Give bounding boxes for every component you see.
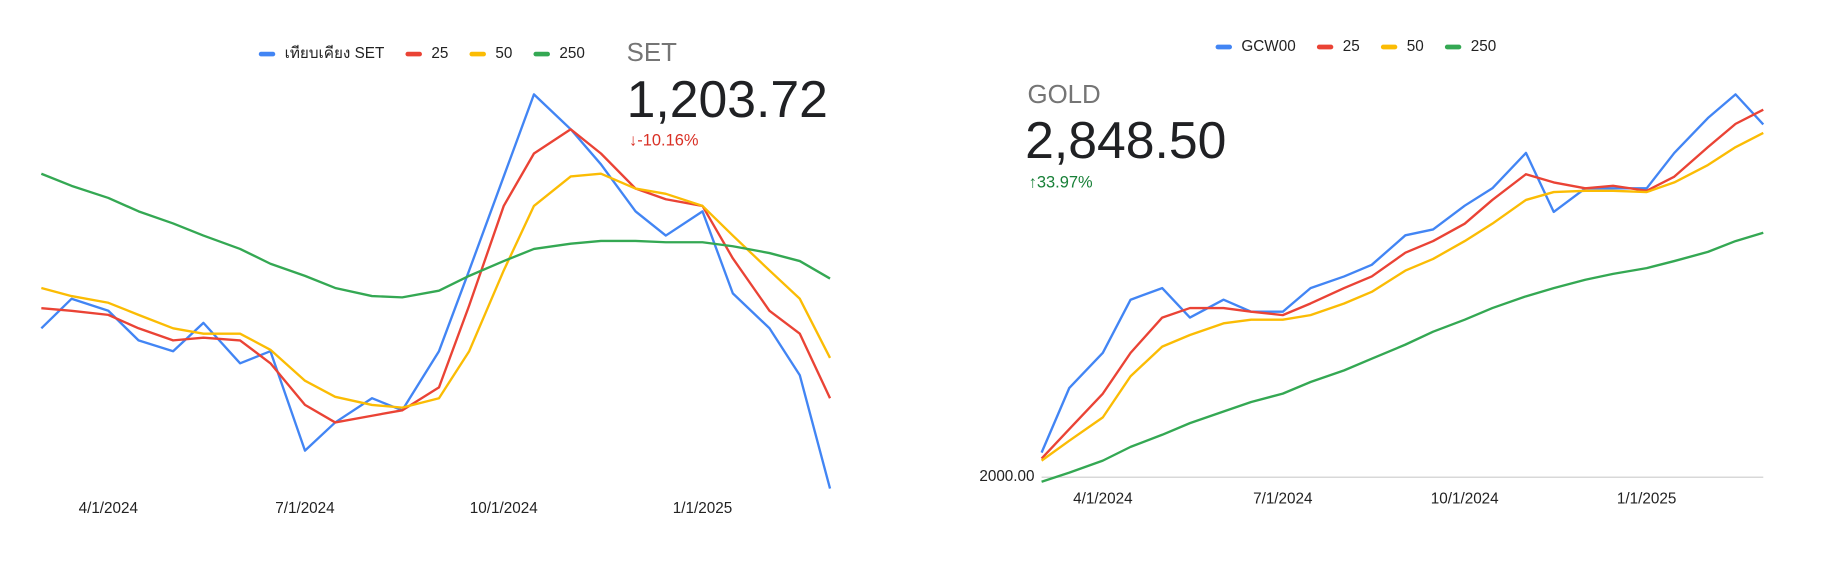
change-label: ↑33.97%	[1029, 174, 1093, 192]
x-tick-label: 4/1/2024	[1073, 491, 1133, 508]
legend-label: 250	[559, 45, 584, 62]
x-tick-label: 1/1/2025	[1617, 491, 1676, 508]
x-tick-label: 10/1/2024	[470, 500, 538, 517]
legend-label: 50	[1407, 38, 1424, 55]
legend-swatch	[258, 51, 276, 57]
legend-label: 250	[1471, 38, 1496, 55]
legend-label: 25	[1343, 38, 1360, 55]
headline-value: 1,203.72	[627, 70, 828, 128]
legend-swatch	[1444, 44, 1462, 50]
series-line	[40, 93, 832, 489]
x-tick-label: 1/1/2025	[673, 500, 732, 517]
series-line	[1040, 93, 1765, 454]
legend-label: เทียบเคียง SET	[285, 45, 385, 62]
x-tick-label: 7/1/2024	[275, 500, 335, 517]
series-line	[1040, 131, 1764, 462]
change-label: ↓-10.16%	[629, 131, 699, 149]
x-tick-label: 10/1/2024	[1431, 491, 1499, 508]
legend-label: 25	[431, 45, 448, 62]
legend-swatch	[405, 51, 422, 57]
x-tick-label: 4/1/2024	[79, 500, 139, 517]
series-line	[40, 172, 831, 299]
series-line	[41, 128, 832, 424]
x-tick-label: 7/1/2024	[1253, 491, 1313, 508]
chart-title: GOLD	[1027, 81, 1100, 109]
legend-swatch	[1316, 44, 1334, 50]
legend-swatch	[533, 51, 550, 57]
legend-swatch	[469, 51, 486, 57]
y-tick-label: 2000.00	[979, 468, 1034, 485]
chart-title: SET	[627, 39, 677, 67]
legend-label: GCW00	[1241, 38, 1295, 55]
series-line	[41, 172, 832, 409]
legend-swatch	[1380, 44, 1398, 50]
legend-label: 50	[495, 45, 512, 62]
series-line	[1040, 108, 1764, 460]
headline-value: 2,848.50	[1025, 111, 1226, 169]
series-line	[1041, 231, 1764, 483]
legend-swatch	[1215, 44, 1233, 50]
